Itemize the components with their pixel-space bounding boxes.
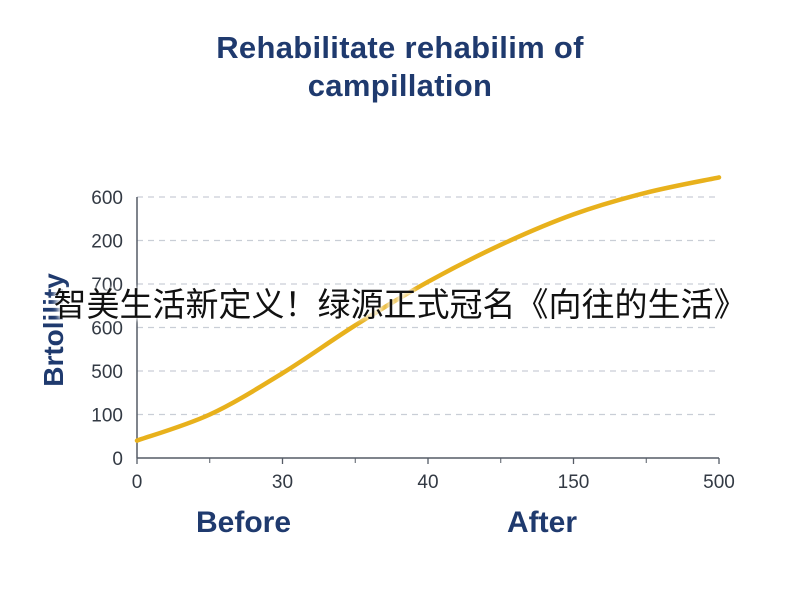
x-group-label-before: Before: [196, 506, 292, 539]
series-line-0: [134, 175, 722, 443]
y-tick-label-6: 600: [91, 188, 123, 209]
overlay-banner-text: 智美生活新定义！绿源正式冠名《向往的生活》: [53, 285, 747, 324]
y-tick-label-3: 600: [91, 319, 123, 340]
chart-title-line-2: campillation: [307, 68, 493, 103]
y-tick-label-0: 0: [112, 449, 123, 470]
chart-title-line-1: Rehabilitate rehabilim of: [216, 30, 584, 65]
x-tick-label-0: 0: [132, 472, 143, 493]
y-tick-label-4: 700: [91, 275, 123, 296]
x-tick-label-2: 40: [417, 472, 438, 493]
y-tick-label-2: 500: [91, 362, 123, 383]
x-tick-label-4: 500: [703, 472, 735, 493]
x-tick-label-3: 150: [558, 472, 590, 493]
x-tick-label-1: 30: [272, 472, 293, 493]
y-axis-title: Brtolility: [38, 273, 69, 387]
y-tick-label-1: 100: [91, 406, 123, 427]
y-tick-label-5: 200: [91, 232, 123, 253]
x-group-label-after: After: [507, 506, 578, 539]
